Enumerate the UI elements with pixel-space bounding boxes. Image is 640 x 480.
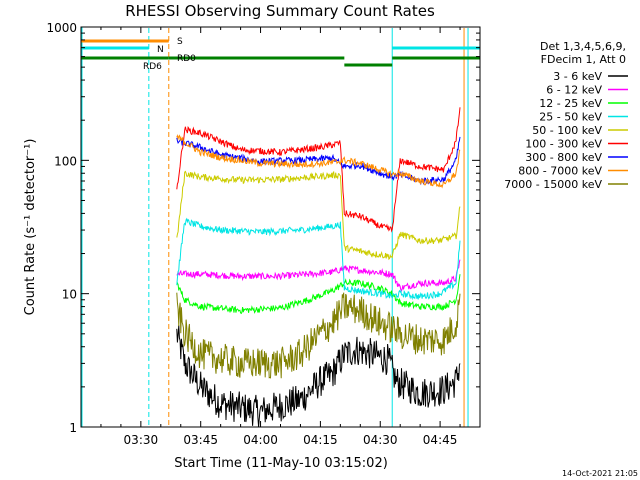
series-line (177, 172, 460, 260)
legend-entry-label: 7000 - 15000 keV (504, 178, 602, 191)
chart-title: RHESSI Observing Summary Count Rates (125, 2, 435, 20)
rd0-flag-label: RD0 (177, 54, 196, 64)
legend-entry-label: 12 - 25 keV (539, 97, 602, 110)
legend-entry-label: 25 - 50 keV (539, 111, 602, 124)
y-axis-label: Count Rate (s⁻¹ detector⁻¹) (23, 139, 38, 316)
series-line (177, 260, 460, 291)
series-line (177, 219, 460, 300)
x-tick-label: 03:30 (124, 433, 159, 447)
x-tick-label: 04:30 (363, 433, 398, 447)
legend-entry-label: 3 - 6 keV (553, 70, 602, 83)
x-tick-label: 03:45 (183, 433, 218, 447)
legend-entry-label: 300 - 800 keV (525, 151, 602, 164)
x-axis-label: Start Time (11-May-10 03:15:02) (174, 456, 388, 471)
y-tick-label: 1 (69, 421, 77, 435)
generation-timestamp: 14-Oct-2021 21:05 (562, 469, 638, 478)
y-tick-label: 10 (62, 288, 77, 302)
x-tick-label: 04:15 (303, 433, 338, 447)
y-tick-label: 100 (54, 154, 77, 168)
legend-entry-label: 50 - 100 keV (532, 124, 602, 137)
legend-header: FDecim 1, Att 0 (541, 53, 626, 66)
y-tick-label: 1000 (46, 21, 77, 35)
series-line (177, 274, 460, 313)
legend-header: Det 1,3,4,5,6,9, (540, 40, 626, 53)
x-tick-label: 04:45 (423, 433, 458, 447)
legend-entry-label: 100 - 300 keV (525, 138, 602, 151)
night-flag-label: N (157, 45, 164, 55)
x-tick-label: 04:00 (243, 433, 278, 447)
saa-flag-label: S (177, 37, 183, 47)
legend-entry-label: 800 - 7000 keV (518, 165, 602, 178)
rd6-flag-label: RD6 (143, 62, 162, 72)
series-line (177, 107, 460, 231)
legend-entry-label: 6 - 12 keV (546, 84, 602, 97)
